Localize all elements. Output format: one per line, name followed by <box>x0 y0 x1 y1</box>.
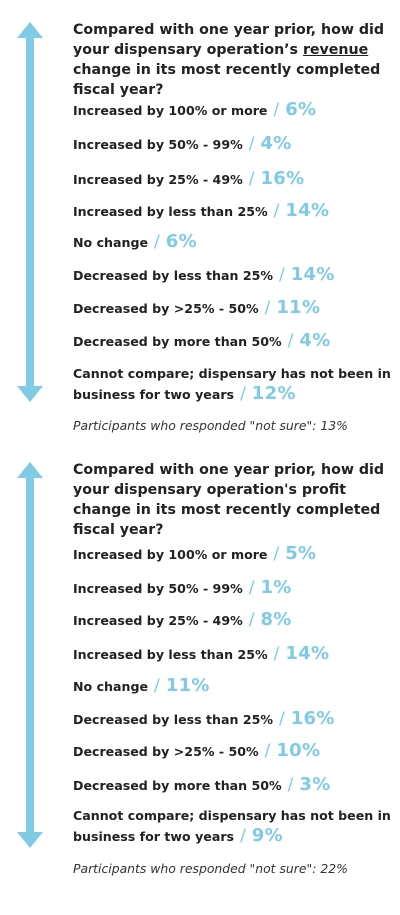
answer-value: 14% <box>290 264 335 285</box>
answer-value: 6% <box>165 231 197 252</box>
profit-section: Compared with one year prior, how did yo… <box>0 450 400 915</box>
answer-value: 8% <box>260 609 292 630</box>
answer-row: Decreased by >25% - 50%/10% <box>73 740 321 762</box>
answer-row: Decreased by less than 25%/14% <box>73 264 335 286</box>
answer-row: Increased by 25% - 49%/16% <box>73 168 305 190</box>
answer-row: Increased by 50% - 99%/1% <box>73 577 292 599</box>
answer-value: 10% <box>276 740 321 761</box>
answer-value: 1% <box>260 577 292 598</box>
answer-row: Decreased by more than 50%/3% <box>73 774 331 796</box>
answer-row: Increased by less than 25%/14% <box>73 200 330 222</box>
answer-value: 11% <box>165 675 210 696</box>
answer-row: Increased by 100% or more/6% <box>73 99 317 121</box>
answer-row: Cannot compare; dispensary has not been … <box>73 808 391 846</box>
answer-value: 9% <box>251 825 283 846</box>
answer-value: 4% <box>260 133 292 154</box>
answer-value: 14% <box>285 643 330 664</box>
answer-value: 11% <box>276 297 321 318</box>
answer-value: 14% <box>285 200 330 221</box>
answer-row: Increased by 25% - 49%/8% <box>73 609 292 631</box>
answer-value: 12% <box>251 383 296 404</box>
revenue-question: Compared with one year prior, how did yo… <box>73 22 385 98</box>
answer-value: 16% <box>290 708 335 729</box>
answer-row: Decreased by less than 25%/16% <box>73 708 335 730</box>
double-arrow-icon <box>17 22 43 402</box>
answer-row: Increased by 50% - 99%/4% <box>73 133 292 155</box>
not-sure-note: Participants who responded "not sure": 2… <box>73 861 348 876</box>
answer-value: 3% <box>299 774 331 795</box>
profit-question: Compared with one year prior, how did yo… <box>73 462 385 538</box>
answer-row: Increased by less than 25%/14% <box>73 643 330 665</box>
answer-row: No change/11% <box>73 675 210 697</box>
underlined-word: revenue <box>302 42 369 58</box>
answer-row: Decreased by >25% - 50%/11% <box>73 297 321 319</box>
double-arrow-icon <box>17 462 43 848</box>
answer-row: Increased by 100% or more/5% <box>73 543 317 565</box>
answer-value: 5% <box>285 543 317 564</box>
answer-row: No change/6% <box>73 231 197 253</box>
answer-row: Cannot compare; dispensary has not been … <box>73 366 391 404</box>
answer-value: 16% <box>260 168 305 189</box>
revenue-section: Compared with one year prior, how did yo… <box>0 0 400 450</box>
answer-value: 6% <box>285 99 317 120</box>
answer-value: 4% <box>299 330 331 351</box>
not-sure-note: Participants who responded "not sure": 1… <box>73 418 348 433</box>
answer-row: Decreased by more than 50%/4% <box>73 330 331 352</box>
